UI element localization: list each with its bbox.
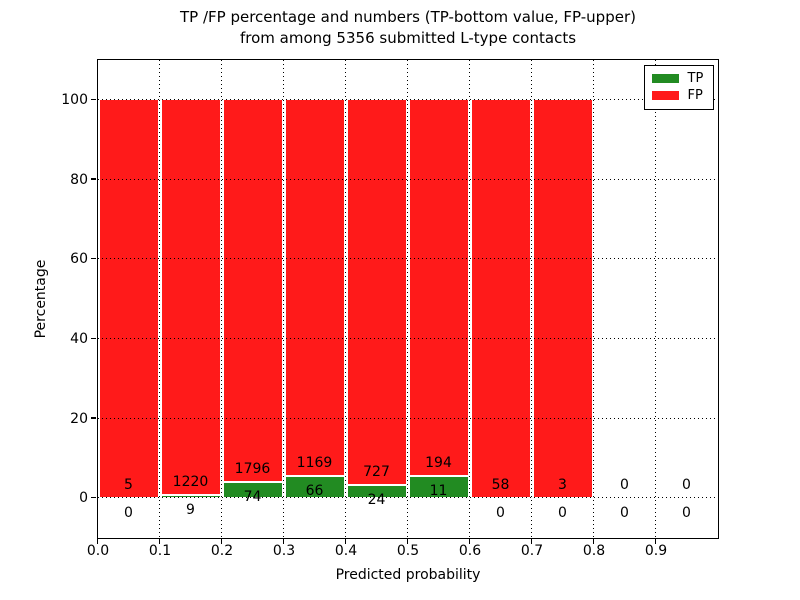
- grid-vline: [221, 59, 222, 538]
- x-tick-label: 0.0: [86, 543, 110, 559]
- bar-fp: [470, 99, 531, 498]
- y-tick-label: 20: [70, 410, 88, 427]
- grid-vline: [345, 59, 346, 538]
- legend-item-tp: TP: [651, 70, 706, 86]
- fp-count-label: 727: [363, 463, 390, 480]
- fp-count-label: 0: [682, 476, 691, 493]
- bar-fp: [98, 99, 159, 498]
- grid-vline: [159, 59, 160, 538]
- tp-color-swatch: [651, 73, 679, 83]
- tp-count-label: 9: [186, 501, 195, 518]
- x-tick-label: 0.8: [582, 543, 606, 559]
- y-tick: [91, 417, 96, 419]
- bar-tp: [346, 484, 407, 498]
- x-tick-label: 0.3: [272, 543, 296, 559]
- bar-fp: [284, 99, 345, 477]
- grid-vline: [469, 59, 470, 538]
- tp-count-label: 11: [429, 483, 448, 500]
- chart-title: TP /FP percentage and numbers (TP-bottom…: [98, 7, 718, 49]
- tp-count-label: 0: [496, 504, 505, 521]
- tp-count-label: 66: [305, 483, 324, 500]
- grid-vline: [655, 59, 656, 538]
- y-axis-label: Percentage: [33, 259, 49, 339]
- fp-count-label: 3: [558, 476, 567, 493]
- bar-fp: [408, 99, 469, 477]
- bar-fp: [532, 99, 593, 498]
- bar-fp: [160, 99, 221, 495]
- fp-count-label: 194: [425, 455, 452, 472]
- x-tick-label: 0.7: [520, 543, 544, 559]
- tp-count-label: 0: [124, 504, 133, 521]
- fp-count-label: 1220: [172, 473, 209, 490]
- y-tick-label: 60: [70, 251, 88, 268]
- tp-count-label: 0: [620, 504, 629, 521]
- y-tick: [91, 178, 96, 180]
- bar-tp: [222, 481, 283, 498]
- x-tick: [96, 539, 99, 544]
- x-tick-label: 0.6: [458, 543, 482, 559]
- fp-count-label: 0: [620, 476, 629, 493]
- tp-count-label: 0: [682, 504, 691, 521]
- y-tick: [91, 496, 96, 499]
- chart-title-line1: TP /FP percentage and numbers (TP-bottom…: [180, 8, 636, 26]
- fp-count-label: 1796: [234, 460, 271, 477]
- bar-fp: [222, 99, 283, 482]
- x-tick: [220, 539, 223, 544]
- x-tick: [530, 539, 533, 544]
- y-tick: [91, 98, 96, 101]
- x-tick: [654, 539, 657, 544]
- legend: TP FP: [643, 64, 714, 110]
- tp-count-label: 24: [367, 491, 386, 508]
- tp-count-label: 0: [558, 504, 567, 521]
- fp-count-label: 5: [124, 476, 133, 493]
- x-tick-label: 0.5: [396, 543, 420, 559]
- legend-item-fp: FP: [651, 88, 706, 104]
- tp-count-label: 74: [243, 488, 262, 505]
- x-tick: [344, 539, 347, 544]
- y-tick: [91, 337, 96, 340]
- grid-vline: [531, 59, 532, 538]
- x-tick: [158, 539, 161, 544]
- x-tick-label: 0.9: [644, 543, 668, 559]
- plot-area: TP FP 5 0 1220 9 1796 74 1169 66 727 24 194 11 58 0 3 0…: [91, 58, 719, 544]
- chart-title-line2: from among 5356 submitted L-type contact…: [239, 29, 577, 47]
- bar-tp: [408, 476, 469, 498]
- grid-vline: [407, 59, 408, 538]
- x-tick: [468, 539, 471, 544]
- bar-tp: [284, 476, 345, 498]
- fp-count-label: 58: [491, 476, 510, 493]
- y-tick-label: 40: [70, 330, 88, 347]
- fp-count-label: 1169: [296, 455, 333, 472]
- grid-vline: [283, 59, 284, 538]
- x-tick-label: 0.4: [334, 543, 358, 559]
- bar-fp: [346, 99, 407, 485]
- fp-color-swatch: [651, 91, 679, 101]
- grid-vline: [593, 59, 594, 538]
- x-tick-label: 0.1: [148, 543, 172, 559]
- legend-label-fp: FP: [687, 88, 703, 104]
- x-tick-label: 0.2: [210, 543, 234, 559]
- y-tick-label: 80: [70, 171, 88, 188]
- y-tick-label: 100: [61, 91, 88, 108]
- legend-label-tp: TP: [687, 70, 704, 86]
- x-tick: [406, 539, 409, 544]
- x-tick: [592, 539, 595, 544]
- x-tick: [282, 539, 285, 544]
- x-axis-label: Predicted probability: [335, 567, 481, 583]
- y-tick: [91, 257, 96, 260]
- y-tick-label: 0: [79, 490, 88, 507]
